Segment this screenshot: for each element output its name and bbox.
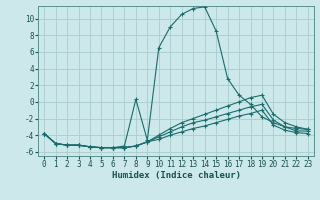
X-axis label: Humidex (Indice chaleur): Humidex (Indice chaleur) xyxy=(111,171,241,180)
